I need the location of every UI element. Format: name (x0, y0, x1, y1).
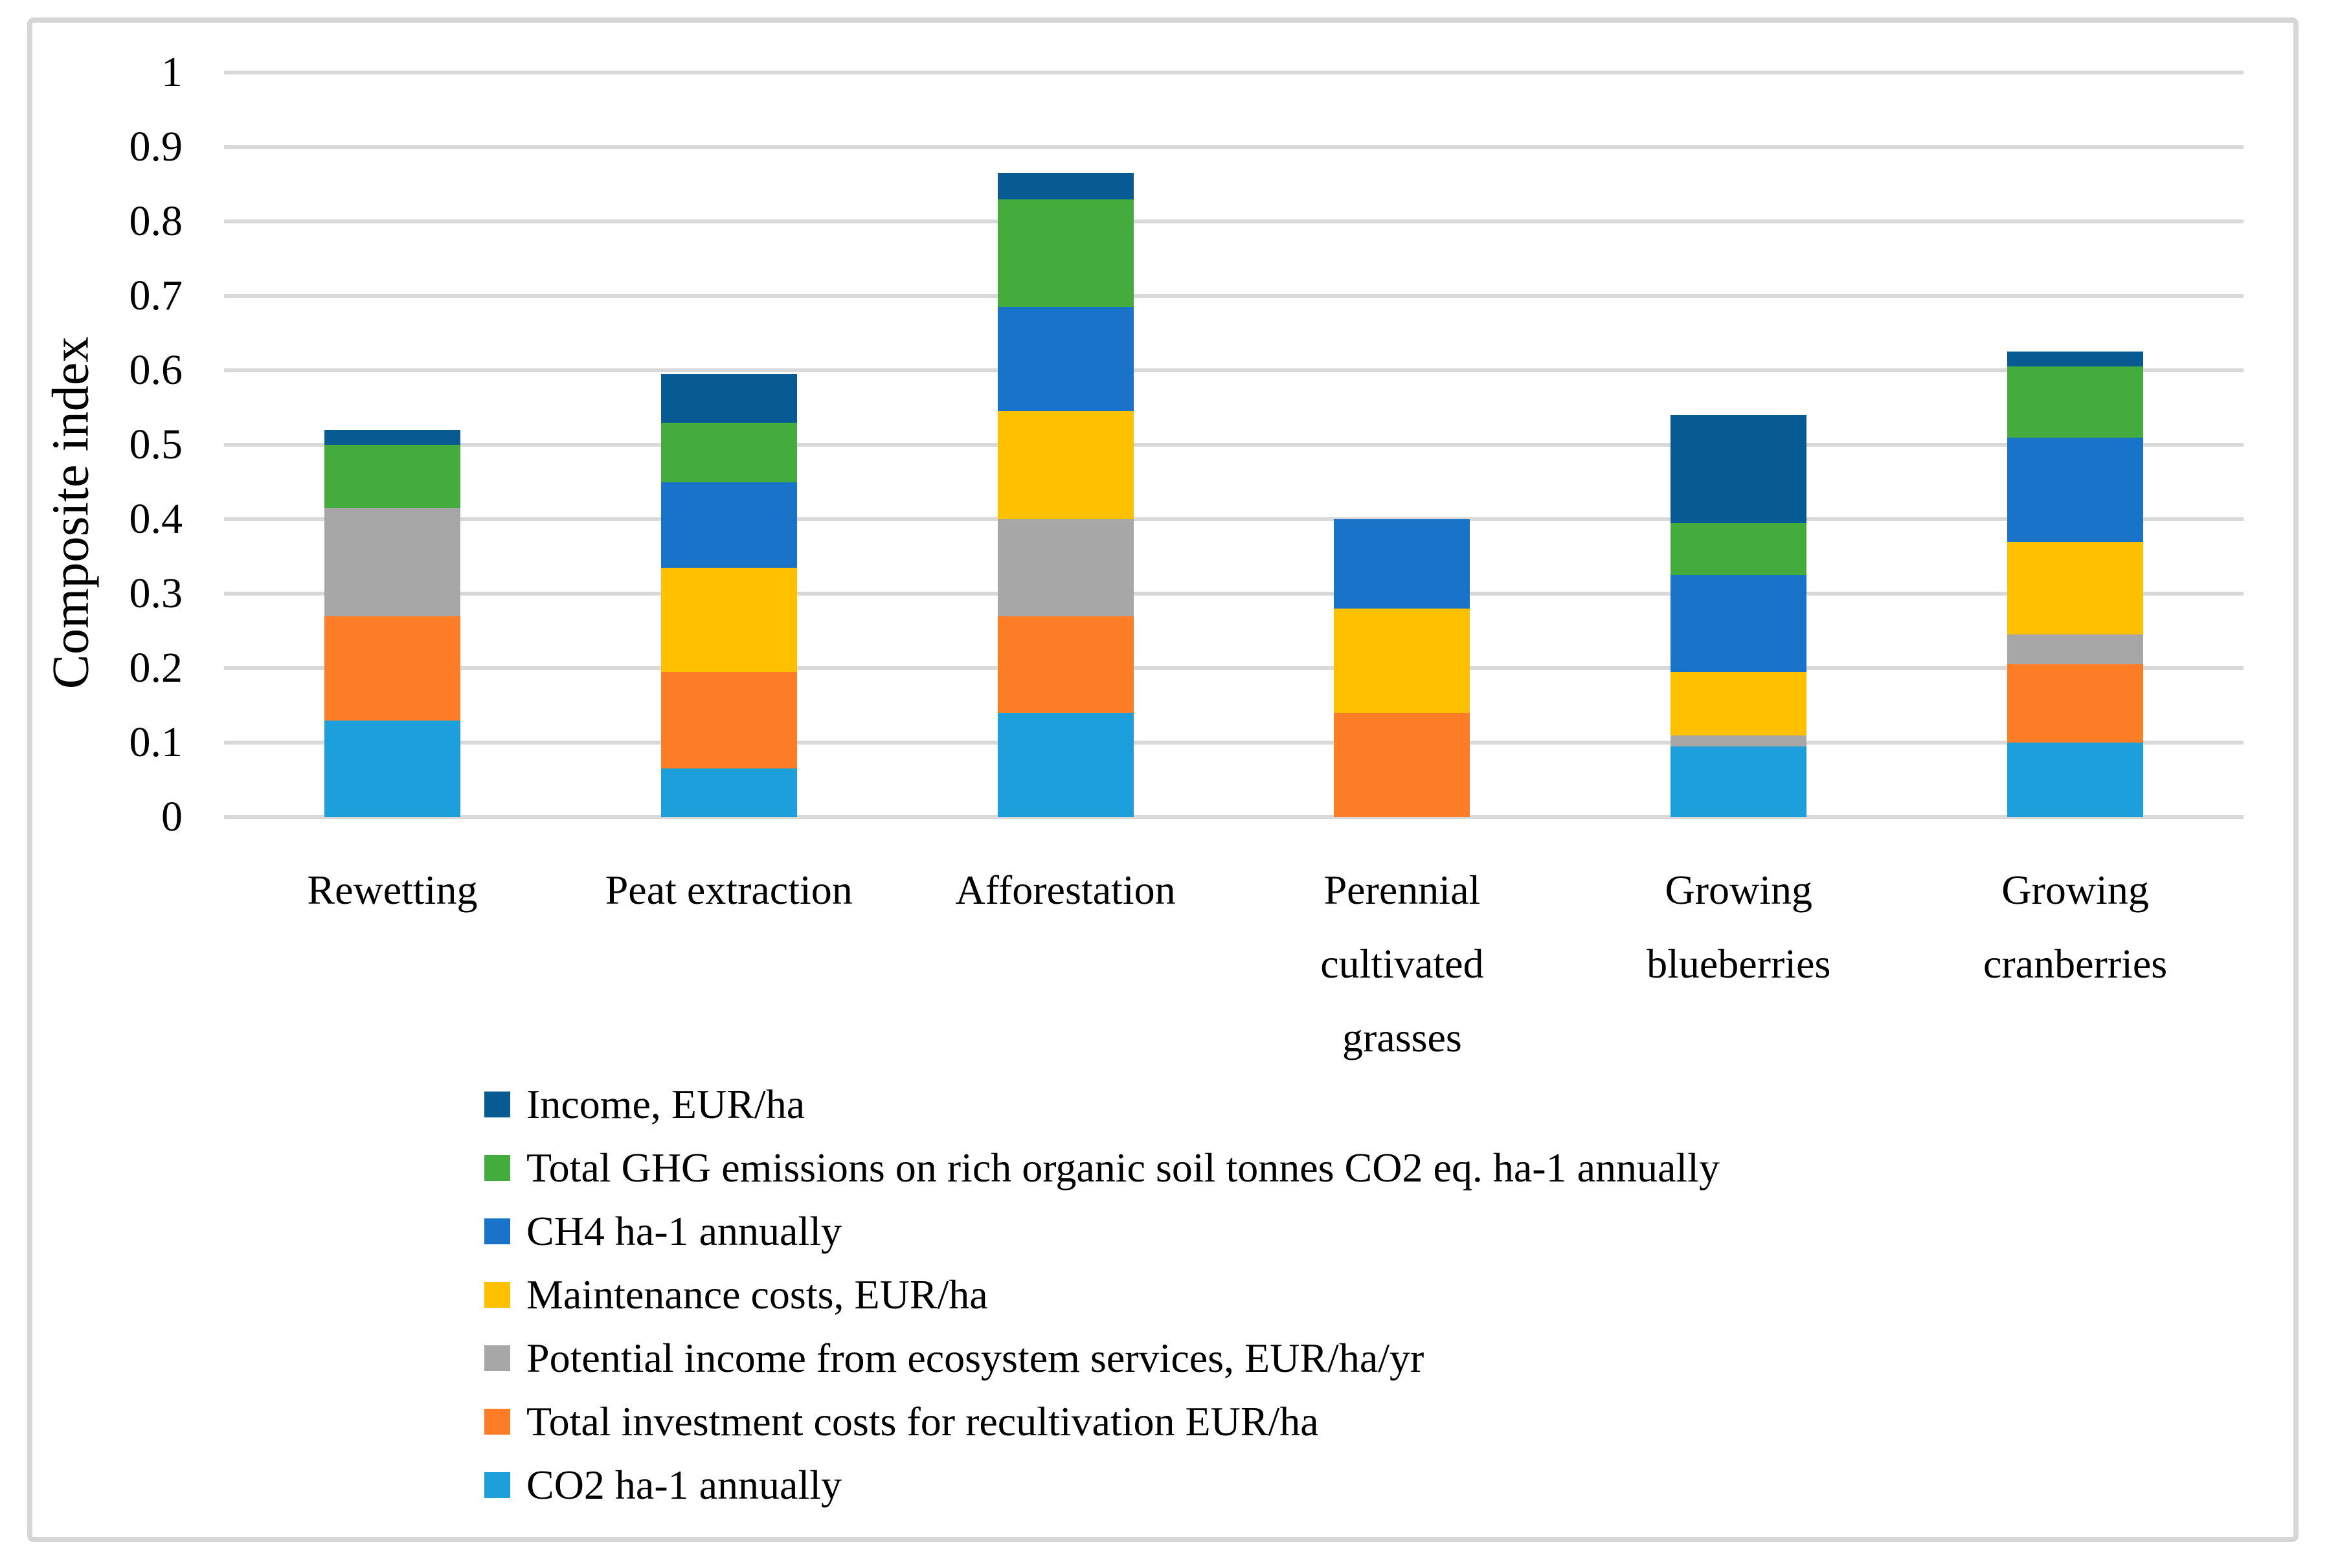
legend: Income, EUR/ha Total GHG emissions on ric… (484, 1073, 1720, 1517)
y-axis-tick-label: 0 (161, 793, 183, 840)
gridline (224, 368, 2244, 372)
gridline (224, 592, 2244, 596)
bar-segment (660, 374, 797, 423)
bar-segment (997, 307, 1134, 412)
bar-segment (660, 422, 797, 482)
bar-segment (660, 567, 797, 672)
x-axis-label: Peat extraction (605, 867, 853, 913)
gridline (224, 443, 2244, 447)
legend-item: Total GHG emissions on rich organic soil… (484, 1136, 1720, 1200)
legend-swatch (484, 1472, 510, 1498)
bar-segment (997, 411, 1134, 519)
legend-swatch (484, 1409, 510, 1435)
bar-segment (997, 173, 1134, 199)
bar-segment (1671, 735, 1807, 746)
y-axis-tick-label: 0.7 (129, 272, 183, 319)
y-axis-tick-label: 0.3 (129, 570, 183, 617)
bar-segment (324, 445, 460, 508)
legend-swatch (484, 1155, 510, 1181)
legend-label: CO2 ha-1 annually (526, 1462, 842, 1508)
legend-swatch (484, 1345, 510, 1371)
gridline (224, 815, 2244, 819)
bar-segment (1334, 519, 1470, 609)
legend-label: CH4 ha-1 annually (526, 1208, 842, 1254)
gridline (224, 666, 2244, 670)
bar-segment (997, 616, 1134, 713)
y-axis-tick-label: 0.2 (129, 644, 183, 691)
bar-segment (1671, 671, 1807, 735)
legend-swatch (484, 1282, 510, 1308)
legend-item: Total investment costs for recultivation… (484, 1390, 1720, 1453)
y-axis: 0 0.1 0.2 0.3 0.4 0.5 0.6 0.7 0.8 0.9 1 (0, 51, 183, 838)
legend-item: Maintenance costs, EUR/ha (484, 1263, 1720, 1327)
gridline (224, 741, 2244, 745)
bar-segment (997, 713, 1134, 817)
bar-segment (1334, 713, 1470, 817)
bar-segment (1334, 609, 1470, 713)
bar-segment (2007, 634, 2144, 665)
bar-segment (2007, 541, 2144, 635)
legend-swatch (484, 1218, 510, 1244)
gridline (224, 145, 2244, 149)
bar-segment (324, 720, 460, 817)
x-axis-label: Afforestation (955, 867, 1176, 913)
x-axis-label: Perennial cultivated grasses (1320, 867, 1484, 1060)
y-axis-tick-label: 0.8 (129, 197, 183, 245)
bar-segment (324, 616, 460, 721)
bar-segment (1671, 522, 1807, 576)
legend-label: Income, EUR/ha (526, 1081, 805, 1127)
legend-label: Potential income from ecosystem services… (526, 1335, 1424, 1381)
legend-item: CH4 ha-1 annually (484, 1200, 1720, 1263)
bar-segment (2007, 664, 2144, 743)
plot-area (224, 71, 2244, 819)
legend-label: Total GHG emissions on rich organic soil… (526, 1145, 1720, 1191)
bar-segment (324, 430, 460, 445)
legend-label: Maintenance costs, EUR/ha (526, 1271, 988, 1317)
bar-segment (997, 519, 1134, 616)
y-axis-tick-label: 0.4 (129, 495, 183, 543)
bar-segment (1671, 575, 1807, 672)
bar-segment (2007, 437, 2144, 542)
bar-segment (2007, 743, 2144, 817)
gridline (224, 294, 2244, 298)
legend-item: Potential income from ecosystem services… (484, 1327, 1720, 1390)
legend-item: CO2 ha-1 annually (484, 1453, 1720, 1517)
bar-segment (997, 199, 1134, 308)
legend-item: Income, EUR/ha (484, 1073, 1720, 1136)
bar-segment (660, 671, 797, 769)
bar-segment (2007, 366, 2144, 438)
y-axis-tick-label: 0.9 (129, 123, 183, 170)
legend-swatch (484, 1092, 510, 1117)
bar-segment (324, 508, 460, 616)
y-axis-tick-label: 0.1 (129, 719, 183, 766)
gridline (224, 517, 2244, 521)
x-axis-label: Rewetting (307, 867, 478, 913)
x-axis: Rewetting Peat extraction Afforestation Per… (224, 853, 2244, 1125)
x-axis-label: Growing cranberries (1983, 867, 2168, 987)
y-axis-tick-label: 0.5 (129, 421, 183, 468)
bar-segment (2007, 352, 2144, 367)
y-axis-tick-label: 1 (161, 49, 183, 96)
bar-segment (660, 768, 797, 817)
gridline (224, 71, 2244, 74)
y-axis-tick-label: 0.6 (129, 346, 183, 394)
bar-segment (1671, 746, 1807, 817)
gridline (224, 219, 2244, 223)
bar-segment (1671, 415, 1807, 523)
x-axis-label: Growing blueberries (1647, 867, 1831, 987)
legend-label: Total investment costs for recultivation… (526, 1398, 1319, 1444)
bar-segment (660, 482, 797, 568)
chart-border (27, 17, 2299, 1542)
